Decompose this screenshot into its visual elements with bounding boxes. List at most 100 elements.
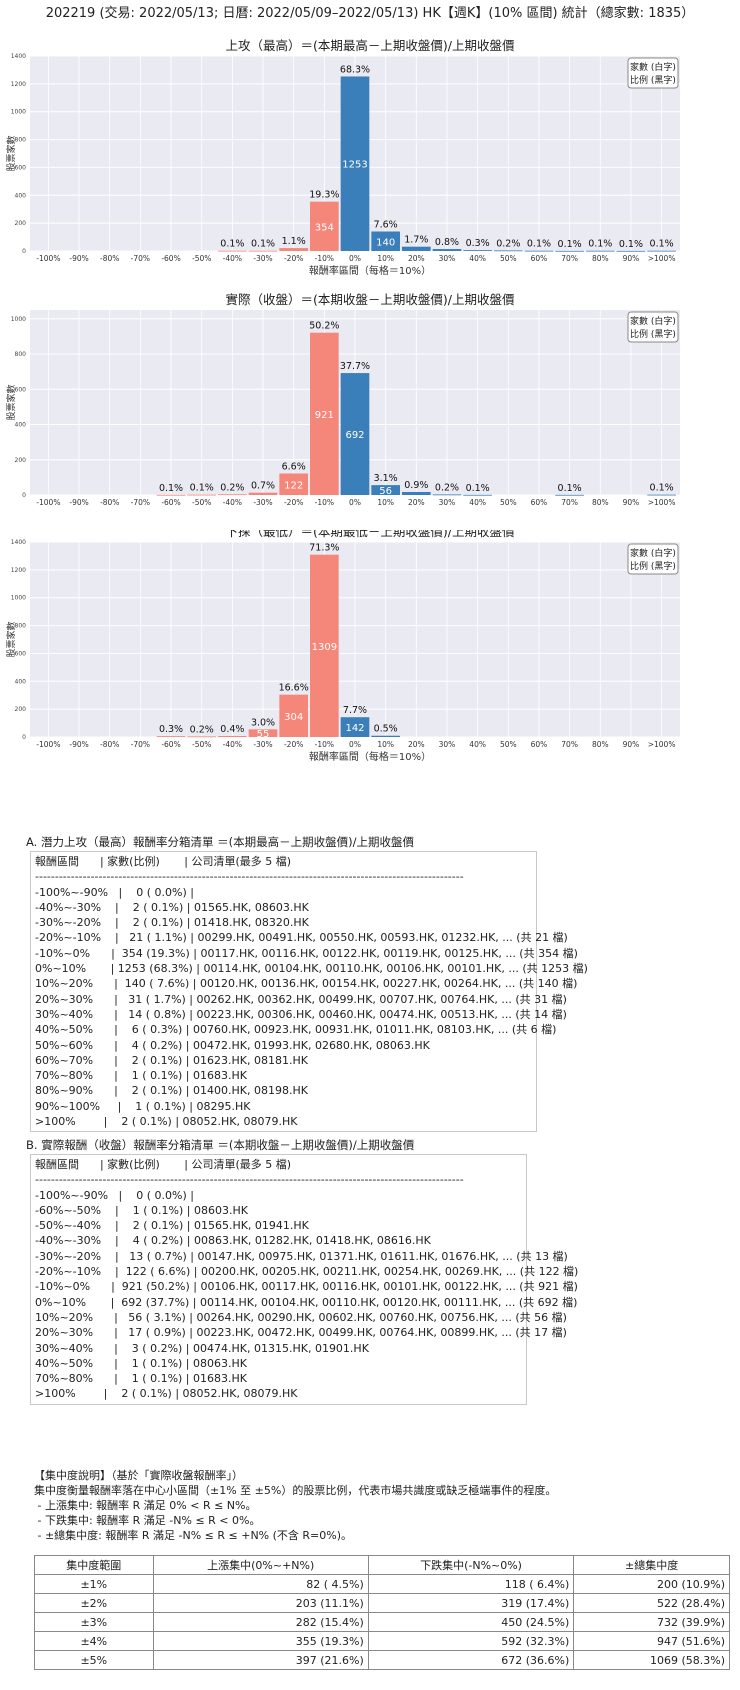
notes-line: - ±總集中度: 報酬率 R 滿足 -N% ≤ R ≤ +N% (不含 R=0%… xyxy=(34,1529,353,1542)
x-tick-label: 70% xyxy=(561,740,578,749)
x-tick-label: -60% xyxy=(161,498,180,507)
x-tick-label: -100% xyxy=(36,254,60,263)
bar xyxy=(401,492,431,495)
table-header-row: 集中度範圍 上漲集中(0%~+N%) 下跌集中(-N%~0%) ±總集中度 xyxy=(34,1555,730,1575)
bar-percent-label: 7.6% xyxy=(374,220,398,231)
x-tick-label: 90% xyxy=(623,254,640,263)
table-header-cell: 下跌集中(-N%~0%) xyxy=(367,1555,575,1575)
x-tick-label: 50% xyxy=(500,740,517,749)
table-cell: 319 (17.4%) xyxy=(367,1593,575,1613)
table-row: ±4% 355 (19.3%) 592 (32.3%) 947 (51.6%) xyxy=(34,1631,730,1651)
x-tick-label: -80% xyxy=(100,498,119,507)
list-item: 10%~20% | 140 ( 7.6%) | 00120.HK, 00136.… xyxy=(35,977,578,991)
x-tick-label: 90% xyxy=(623,740,640,749)
list-item: ----------------------------------------… xyxy=(35,870,464,884)
x-tick-label: -70% xyxy=(131,740,150,749)
page-header: 202219 (交易: 2022/05/13; 日曆: 2022/05/09–2… xyxy=(45,6,695,21)
y-axis-label: 股票家數 xyxy=(5,621,17,657)
list-item: 40%~50% | 1 ( 0.1%) | 08063.HK xyxy=(35,1356,247,1370)
y-tick-label: 1000 xyxy=(11,595,26,602)
bar xyxy=(310,201,339,251)
table-row: ±3% 282 (15.4%) 450 (24.5%) 732 (39.9%) xyxy=(34,1612,730,1632)
y-tick-label: 1200 xyxy=(11,567,26,574)
bar-count-label: 1253 xyxy=(342,160,367,171)
list-item: 20%~30% | 17 ( 0.9%) | 00223.HK, 00472.H… xyxy=(35,1326,567,1340)
x-tick-label: -40% xyxy=(223,740,242,749)
section-a-list: 報酬區間 | 家數(比例) | 公司清單(最多 5 檔) ------------… xyxy=(30,851,588,1133)
x-tick-label: 10% xyxy=(377,498,394,507)
bar-percent-label: 0.1% xyxy=(220,239,244,250)
x-tick-label: 30% xyxy=(439,740,456,749)
legend-entry: 家數 (白字) xyxy=(630,547,676,559)
bar-percent-label: 1.1% xyxy=(282,236,306,247)
list-item: -20%~-10% | 122 ( 6.6%) | 00200.HK, 0020… xyxy=(35,1265,579,1279)
x-tick-label: 20% xyxy=(408,498,425,507)
bar-percent-label: 0.1% xyxy=(251,239,275,250)
bar-count-label: 921 xyxy=(315,410,334,421)
bar-percent-label: 0.1% xyxy=(159,483,183,494)
list-header: 報酬區間 | 家數(比例) | 公司清單(最多 5 檔) xyxy=(35,1158,292,1171)
bar xyxy=(248,492,278,495)
bar-percent-label: 0.3% xyxy=(466,238,490,249)
bar-percent-label: 0.2% xyxy=(435,482,459,493)
x-tick-label: -100% xyxy=(36,740,60,749)
legend-box xyxy=(627,543,679,575)
table-cell: 1069 (58.3%) xyxy=(573,1650,730,1670)
section-b-list: 報酬區間 | 家數(比例) | 公司清單(最多 5 檔) ------------… xyxy=(30,1154,579,1405)
list-item: -100%~-90% | 0 ( 0.0%) | xyxy=(35,885,194,899)
list-item: 50%~60% | 4 ( 0.2%) | 00472.HK, 01993.HK… xyxy=(35,1038,430,1052)
bar-percent-label: 0.4% xyxy=(220,724,244,735)
list-item: 80%~90% | 2 ( 0.1%) | 01400.HK, 08198.HK xyxy=(35,1084,308,1098)
bar xyxy=(156,736,186,737)
list-item: -40%~-30% | 4 ( 0.2%) | 00863.HK, 01282.… xyxy=(35,1234,431,1248)
list-item: >100% | 2 ( 0.1%) | 08052.HK, 08079.HK xyxy=(35,1115,298,1129)
list-item: -40%~-30% | 2 ( 0.1%) | 01565.HK, 08603.… xyxy=(35,900,309,914)
list-item: 70%~80% | 1 ( 0.1%) | 01683.HK xyxy=(35,1069,247,1083)
bar-percent-label: 6.6% xyxy=(282,462,306,473)
legend-entry: 家數 (白字) xyxy=(630,61,676,73)
x-tick-label: 10% xyxy=(377,254,394,263)
bar-percent-label: 0.7% xyxy=(251,481,275,492)
section-a-title: A. 潛力上攻（最高）報酬率分箱清單 ＝(本期最高－上期收盤價)/上期收盤價 xyxy=(26,835,414,849)
y-tick-label: 800 xyxy=(15,623,27,630)
list-item: -10%~0% | 921 (50.2%) | 00106.HK, 00117.… xyxy=(35,1280,578,1294)
bar-percent-label: 0.2% xyxy=(220,482,244,493)
table-header-cell: 集中度範圍 xyxy=(34,1555,154,1575)
list-item: -100%~-90% | 0 ( 0.0%) | xyxy=(35,1188,194,1202)
bar xyxy=(371,485,400,495)
x-tick-label: 80% xyxy=(592,498,609,507)
bar-count-label: 55 xyxy=(257,729,270,740)
y-tick-label: 0 xyxy=(22,734,26,741)
bar-count-label: 1309 xyxy=(312,642,337,653)
x-tick-label: 60% xyxy=(531,254,548,263)
concentration-table: 集中度範圍 上漲集中(0%~+N%) 下跌集中(-N%~0%) ±總集中度 ±1% 82… xyxy=(34,1555,730,1670)
x-tick-label: 90% xyxy=(623,498,640,507)
bar xyxy=(647,494,676,496)
list-item: 10%~20% | 56 ( 3.1%) | 00264.HK, 00290.H… xyxy=(35,1310,567,1324)
x-tick-label: -20% xyxy=(284,254,303,263)
bar-percent-label: 0.1% xyxy=(588,239,612,250)
bar-count-label: 122 xyxy=(284,480,303,491)
x-tick-label: 50% xyxy=(500,254,517,263)
list-item: 20%~30% | 31 ( 1.7%) | 00262.HK, 00362.H… xyxy=(35,992,567,1006)
x-tick-label: 40% xyxy=(469,740,486,749)
y-tick-label: 1400 xyxy=(11,53,26,60)
table-cell: 592 (32.3%) xyxy=(367,1631,575,1651)
x-tick-label: -90% xyxy=(69,740,88,749)
x-tick-label: -30% xyxy=(253,498,272,507)
bar xyxy=(340,717,370,737)
bar xyxy=(310,332,339,495)
bar xyxy=(340,373,370,495)
bar-percent-label: 16.6% xyxy=(279,683,309,694)
x-tick-label: 0% xyxy=(349,254,361,263)
bar xyxy=(555,250,584,252)
table-cell: ±2% xyxy=(34,1593,154,1613)
y-tick-label: 400 xyxy=(15,422,27,429)
x-axis-label: 報酬率區間（每格＝10%） xyxy=(309,750,431,763)
x-tick-label: -50% xyxy=(192,740,211,749)
x-tick-label: 50% xyxy=(500,498,517,507)
bar-percent-label: 7.7% xyxy=(343,705,367,716)
x-tick-label: 80% xyxy=(592,254,609,263)
x-tick-label: 40% xyxy=(469,254,486,263)
section-b-title: B. 實際報酬（收盤）報酬率分箱清單 ＝(本期收盤－上期收盤價)/上期收盤價 xyxy=(26,1138,415,1152)
